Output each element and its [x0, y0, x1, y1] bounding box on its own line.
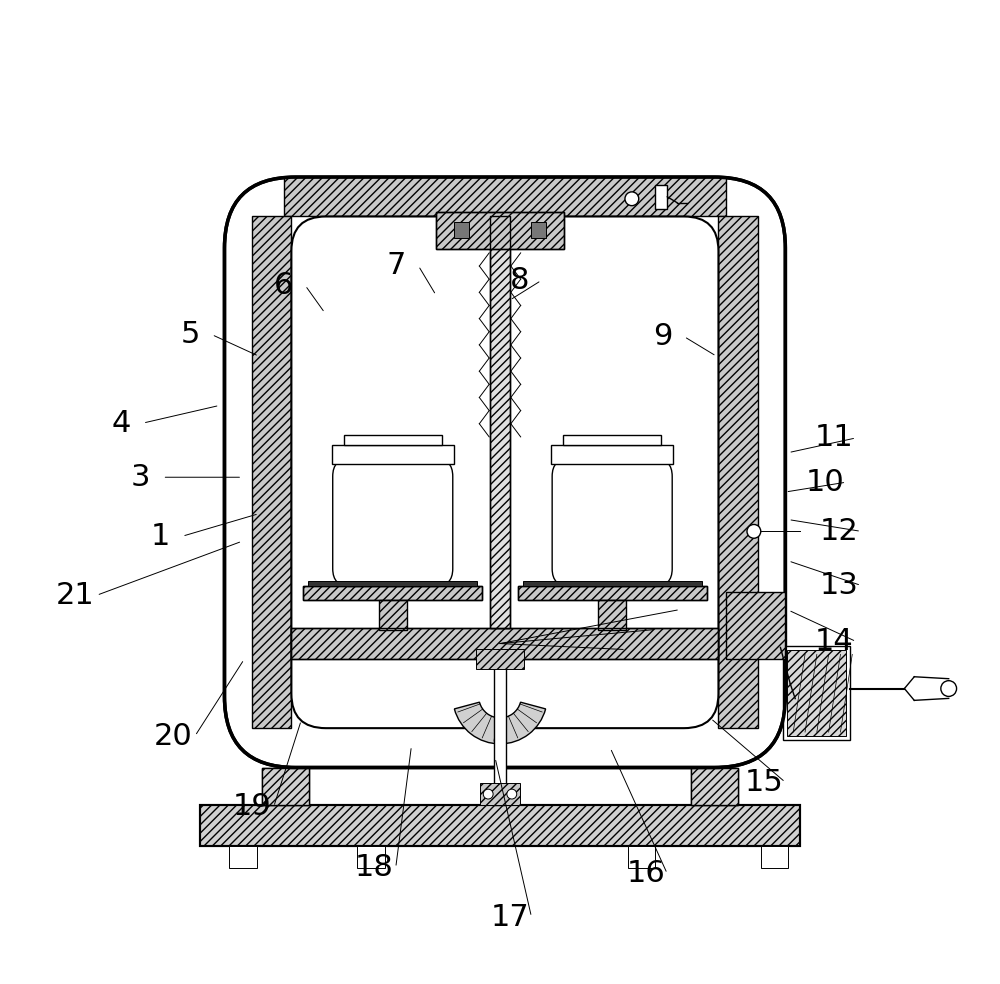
Bar — [308, 581, 477, 586]
Bar — [787, 650, 846, 736]
Bar — [480, 783, 520, 805]
Text: 6: 6 — [274, 271, 293, 300]
Text: 18: 18 — [355, 853, 393, 883]
Bar — [628, 846, 655, 868]
FancyBboxPatch shape — [224, 177, 785, 768]
Text: 11: 11 — [815, 423, 854, 453]
Text: 13: 13 — [820, 571, 859, 600]
Bar — [357, 846, 385, 868]
Bar — [436, 212, 564, 249]
Bar — [494, 659, 506, 805]
Text: 7: 7 — [387, 251, 406, 280]
FancyBboxPatch shape — [333, 459, 453, 586]
Text: 15: 15 — [744, 768, 783, 797]
Bar — [291, 628, 718, 659]
Bar — [476, 649, 524, 669]
Text: 14: 14 — [815, 627, 854, 656]
Text: 1: 1 — [151, 522, 170, 551]
Bar — [229, 846, 257, 868]
Bar — [563, 435, 661, 445]
Bar — [490, 216, 510, 628]
Bar — [783, 646, 850, 740]
Bar — [598, 600, 626, 630]
Bar — [691, 768, 738, 805]
Text: 10: 10 — [805, 467, 844, 497]
Text: 3: 3 — [131, 462, 151, 492]
Bar — [379, 600, 407, 630]
Bar — [551, 445, 673, 464]
Bar — [454, 222, 469, 238]
Bar — [332, 445, 454, 464]
Text: 19: 19 — [233, 792, 271, 822]
Circle shape — [625, 192, 639, 206]
Bar — [262, 768, 309, 805]
Circle shape — [483, 789, 493, 799]
Text: 21: 21 — [56, 581, 94, 610]
Bar — [262, 768, 309, 805]
Bar — [523, 581, 702, 586]
Wedge shape — [454, 703, 546, 744]
Text: 4: 4 — [111, 408, 131, 438]
Text: 9: 9 — [653, 322, 672, 351]
Bar — [284, 177, 726, 216]
Bar — [655, 185, 667, 209]
Bar — [303, 586, 482, 600]
Bar — [252, 216, 291, 728]
Bar — [531, 222, 546, 238]
Text: 20: 20 — [154, 721, 193, 751]
Bar — [200, 805, 800, 846]
Bar — [344, 435, 442, 445]
Bar — [761, 846, 788, 868]
Bar — [518, 586, 707, 600]
FancyBboxPatch shape — [291, 216, 718, 728]
FancyBboxPatch shape — [552, 459, 672, 586]
Bar — [718, 216, 758, 728]
Bar — [303, 586, 482, 600]
Bar — [436, 212, 564, 249]
Text: 8: 8 — [510, 266, 529, 295]
Bar — [691, 768, 738, 805]
Bar — [518, 586, 707, 600]
Text: 17: 17 — [490, 902, 529, 932]
Circle shape — [507, 789, 517, 799]
Text: 16: 16 — [626, 859, 665, 889]
Bar — [490, 216, 510, 628]
Text: 5: 5 — [180, 320, 200, 349]
Text: 12: 12 — [820, 517, 859, 546]
Circle shape — [747, 524, 761, 538]
Bar — [726, 592, 785, 659]
Bar — [291, 628, 718, 659]
Bar — [200, 805, 800, 846]
Circle shape — [941, 681, 957, 697]
